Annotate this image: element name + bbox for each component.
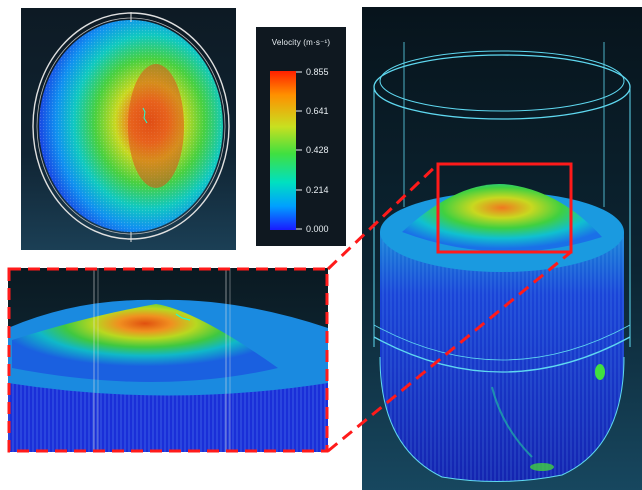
top-view-panel	[21, 8, 236, 250]
legend-tick-2: 0.641	[306, 106, 329, 116]
wireframe-lid	[373, 54, 631, 120]
zoom-inset-panel	[8, 268, 328, 452]
zoom-inset-image	[8, 268, 328, 452]
legend-tick-max: 0.855	[306, 67, 329, 77]
legend-tick-min: 0.000	[306, 224, 329, 234]
tank-3d-panel	[362, 7, 642, 490]
legend-colorbar	[270, 71, 302, 230]
velocity-legend: Velocity (m·s⁻¹) 0.855 0.641 0.428 0.214…	[256, 27, 346, 246]
top-view-image	[32, 12, 230, 242]
tank-3d-image	[373, 42, 631, 483]
legend-tick-4: 0.214	[306, 185, 329, 195]
legend-tick-3: 0.428	[306, 145, 329, 155]
particle-heap	[402, 183, 602, 252]
legend-title: Velocity (m·s⁻¹)	[271, 38, 331, 47]
